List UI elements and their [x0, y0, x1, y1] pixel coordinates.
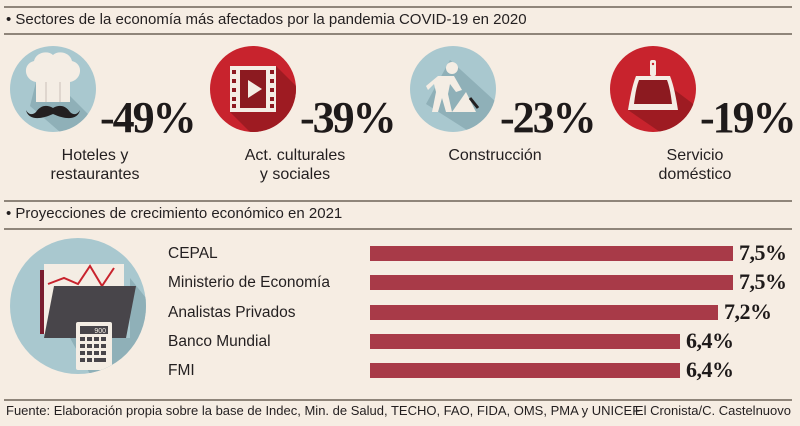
bar-value-label: 7,5% — [739, 240, 787, 265]
bar-category-label: Banco Mundial — [168, 333, 271, 350]
section-rule — [4, 200, 792, 202]
sector-label-line1: Hoteles y — [61, 147, 129, 164]
dustpan-icon — [610, 46, 696, 132]
sector-label-line1: Construcción — [448, 147, 542, 164]
sector-label-line2: doméstico — [658, 166, 732, 183]
bar-category-label: Analistas Privados — [168, 304, 296, 321]
sector-label-line2: restaurantes — [50, 166, 140, 183]
sector-value: -19% — [700, 93, 797, 142]
sector-label: Servicio doméstico — [620, 146, 770, 184]
bar-category-label: Ministerio de Economía — [168, 274, 330, 291]
bar — [370, 363, 680, 378]
calculator-display: 900 — [94, 328, 106, 335]
sector-construccion: -23% Construcción — [400, 40, 600, 190]
sector-value: -49% — [100, 93, 197, 142]
sector-label-line1: Act. culturales — [244, 147, 346, 164]
bar-value-label: 7,2% — [724, 299, 772, 324]
sector-label: Construcción — [420, 146, 570, 165]
bar — [370, 334, 680, 349]
film-play-icon — [210, 46, 296, 132]
sector-value: -23% — [500, 93, 597, 142]
sector-label-line2: y sociales — [259, 166, 331, 183]
footer-credit: El Cronista/C. Castelnuovo — [634, 403, 791, 418]
sector-act-culturales: -39% Act. culturales y sociales — [200, 40, 400, 190]
section-rule — [4, 228, 792, 230]
footer-rule — [4, 399, 792, 401]
section-rule — [4, 33, 792, 35]
bar-value-label: 6,4% — [686, 328, 734, 353]
footer-source: Fuente: Elaboración propia sobre la base… — [6, 403, 641, 418]
bar — [370, 275, 733, 290]
construction-worker-icon — [410, 46, 496, 132]
bar — [370, 246, 733, 261]
bar-value-label: 6,4% — [686, 357, 734, 382]
bar-category-label: CEPAL — [168, 245, 218, 262]
sector-value: -39% — [300, 93, 397, 142]
bar-value-label: 7,5% — [739, 269, 787, 294]
bar-category-label: FMI — [168, 362, 195, 379]
sector-label: Hoteles y restaurantes — [20, 146, 170, 184]
sector-label: Act. culturales y sociales — [220, 146, 370, 184]
section-title-sectors: • Sectores de la economía más afectados … — [6, 11, 527, 28]
sector-label-line1: Servicio — [666, 147, 724, 164]
top-rule — [4, 6, 792, 8]
sector-hoteles: -49% Hoteles y restaurantes — [0, 40, 200, 190]
bar — [370, 305, 718, 320]
folder-chart-calculator-icon: 900 — [10, 238, 146, 374]
sector-servicio-domestico: -19% Servicio doméstico — [600, 40, 800, 190]
chef-hat-mustache-icon — [10, 46, 96, 132]
section-title-projections: • Proyecciones de crecimiento económico … — [6, 205, 343, 222]
